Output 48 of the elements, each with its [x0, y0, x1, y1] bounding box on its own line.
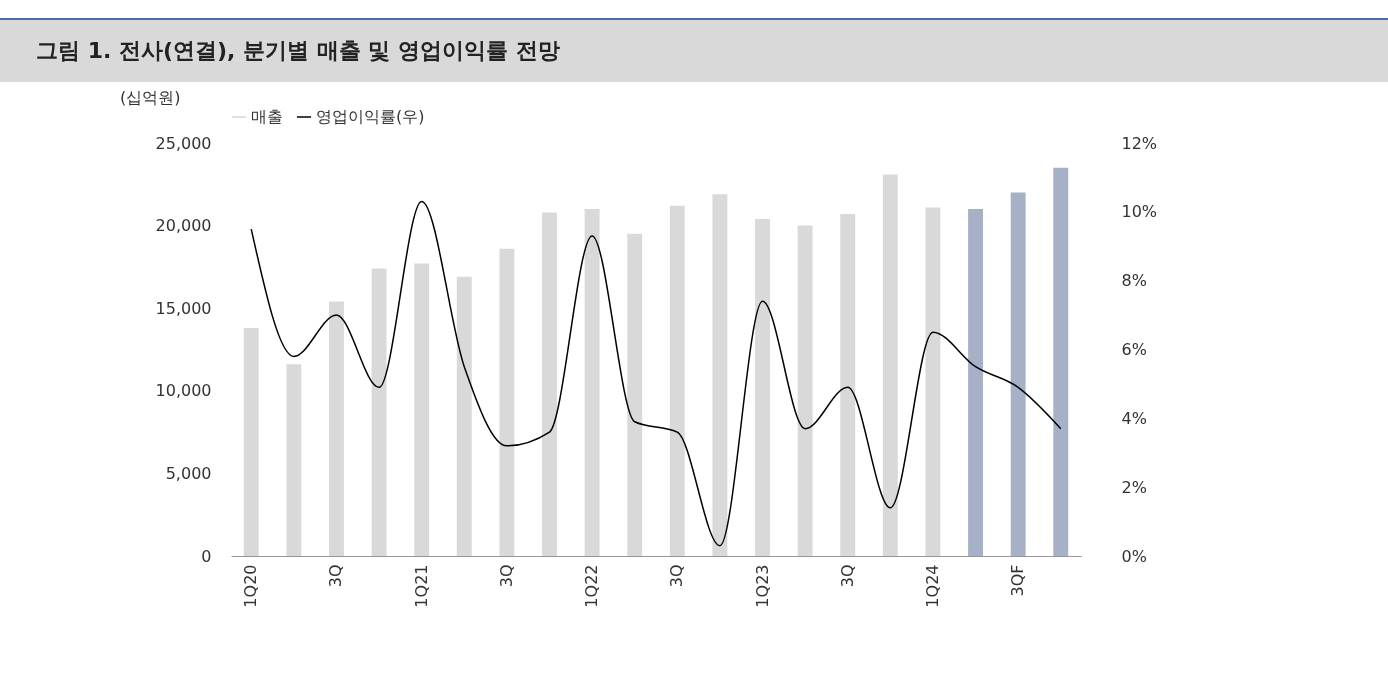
- bar: [414, 263, 430, 556]
- bar: [286, 364, 302, 556]
- y-tick-label: 0: [201, 546, 212, 566]
- y2-tick-label: 2%: [1121, 477, 1147, 497]
- line-series: [250, 200, 1062, 547]
- x-tick-label: 3Q: [326, 564, 346, 588]
- x-tick-label: 1Q23: [752, 564, 772, 608]
- y2-tick-label: 0%: [1121, 546, 1147, 566]
- y2-tick-label: 6%: [1121, 340, 1147, 359]
- bar: [1010, 192, 1026, 556]
- bar: [499, 248, 515, 556]
- bar: [840, 214, 856, 556]
- bar: [925, 207, 941, 556]
- bar: [882, 174, 898, 556]
- bar: [328, 301, 344, 556]
- y-tick-label: 20,000: [155, 216, 212, 236]
- x-tick-label: 1Q24: [922, 564, 942, 608]
- chart-title: 그림 1. 전사(연결), 분기별 매출 및 영업이익률 전망: [0, 18, 1388, 82]
- bar: [669, 205, 685, 556]
- y-tick-label: 10,000: [155, 381, 212, 401]
- x-tick-label: 3QF: [1008, 564, 1028, 597]
- legend-label: 영업이익률(우): [316, 107, 425, 126]
- x-tick-label: 1Q21: [411, 564, 431, 608]
- legend-label: 매출: [251, 107, 283, 126]
- x-tick-label: 3Q: [837, 564, 857, 588]
- bar: [584, 209, 600, 556]
- bar: [968, 209, 984, 556]
- x-tick-label: 1Q20: [241, 564, 261, 608]
- y-axis-title: (십억원): [120, 88, 181, 109]
- x-tick-label: 1Q22: [582, 564, 602, 608]
- bar: [712, 194, 728, 556]
- y-tick-label: 15,000: [155, 298, 212, 318]
- y2-tick-label: 12%: [1121, 133, 1158, 153]
- y2-tick-label: 10%: [1121, 202, 1158, 222]
- bar: [1053, 167, 1069, 556]
- bar: [371, 268, 387, 556]
- x-tick-label: 3Q: [496, 564, 516, 588]
- y2-tick-label: 4%: [1121, 408, 1147, 428]
- bar: [755, 218, 770, 556]
- bar: [797, 225, 813, 556]
- y-tick-label: 5,000: [165, 463, 212, 483]
- bar: [627, 233, 643, 556]
- y-tick-label: 25,000: [155, 133, 212, 153]
- y2-tick-label: 8%: [1121, 271, 1147, 291]
- bar: [243, 328, 259, 556]
- bar: [542, 212, 557, 556]
- bar: [456, 276, 472, 556]
- x-tick-label: 3Q: [667, 564, 687, 588]
